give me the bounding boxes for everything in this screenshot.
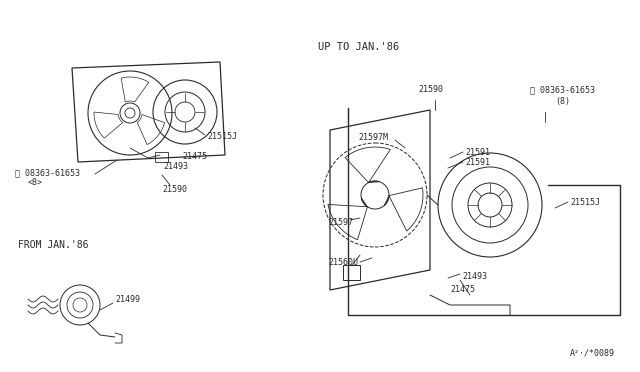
Text: 21590: 21590 (162, 185, 187, 194)
Text: 21493: 21493 (462, 272, 487, 281)
Text: 21475: 21475 (450, 285, 475, 294)
Text: 21591: 21591 (465, 158, 490, 167)
Text: 21493: 21493 (163, 162, 188, 171)
Text: A²·/*0089: A²·/*0089 (570, 349, 615, 358)
Text: FROM JAN.'86: FROM JAN.'86 (18, 240, 88, 250)
Text: 21590: 21590 (418, 85, 443, 94)
Text: 21475: 21475 (182, 152, 207, 161)
Text: Ⓢ 08363-61653: Ⓢ 08363-61653 (530, 85, 595, 94)
Text: 21560U: 21560U (328, 258, 358, 267)
Text: (8): (8) (555, 97, 570, 106)
Text: <8>: <8> (28, 178, 43, 187)
Text: 21597M: 21597M (358, 133, 388, 142)
Text: 21499: 21499 (115, 295, 140, 304)
Text: 21597: 21597 (328, 218, 353, 227)
Text: Ⓢ 08363-61653: Ⓢ 08363-61653 (15, 168, 80, 177)
Text: UP TO JAN.'86: UP TO JAN.'86 (318, 42, 399, 52)
Text: 21515J: 21515J (207, 132, 237, 141)
Text: 21515J: 21515J (570, 198, 600, 207)
Text: 21591: 21591 (465, 148, 490, 157)
